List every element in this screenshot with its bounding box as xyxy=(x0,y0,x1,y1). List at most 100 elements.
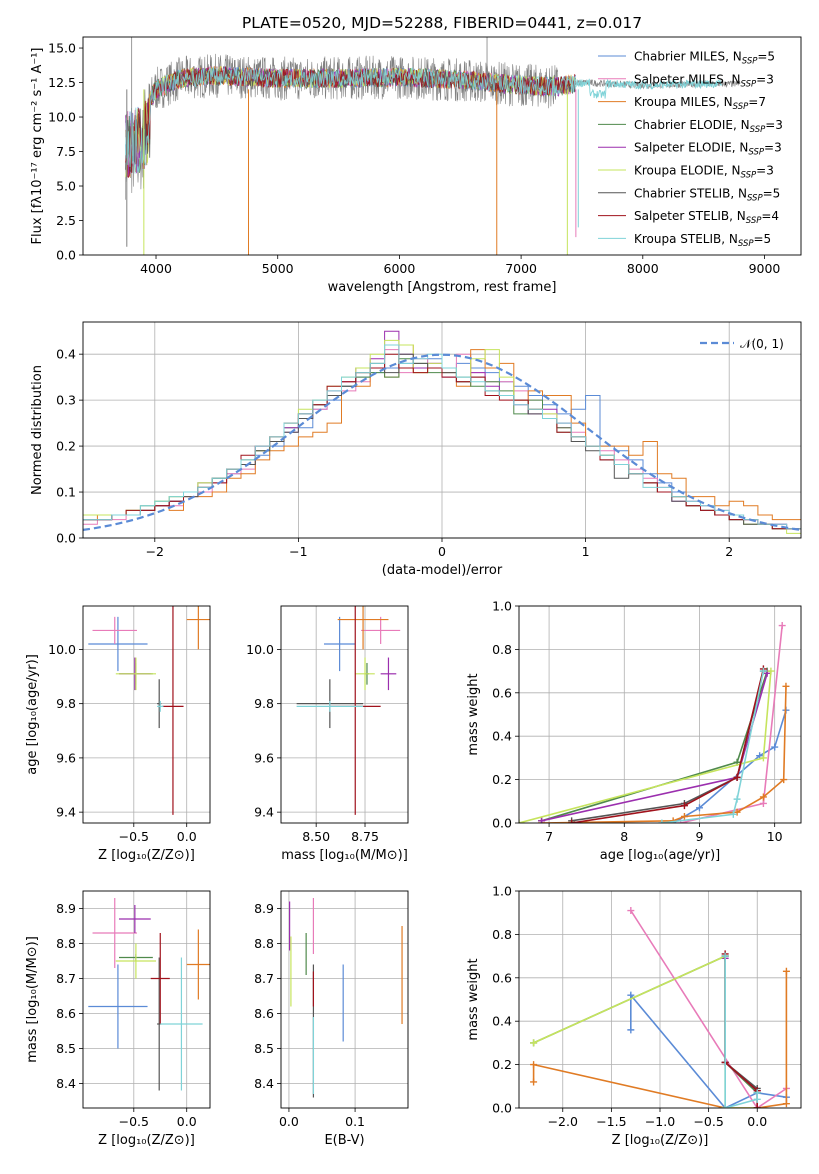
x-tick-label: 0 xyxy=(438,544,446,559)
y-tick-label: 0.2 xyxy=(492,1057,512,1072)
y-tick-label: 8.8 xyxy=(254,936,274,951)
weight-marker xyxy=(733,795,741,803)
weight-line-6 xyxy=(571,670,765,822)
weight-marker xyxy=(627,1026,635,1034)
x-axis-label: wavelength [Angstrom, rest frame] xyxy=(328,280,557,295)
x-tick-label: 8 xyxy=(620,829,628,844)
weight-line-7 xyxy=(571,668,765,823)
weight-marker xyxy=(756,752,764,760)
weight-marker xyxy=(729,810,737,818)
weight-marker xyxy=(767,667,775,675)
y-tick-label: 0.0 xyxy=(492,816,512,831)
legend-suffix: =3 xyxy=(756,72,774,86)
x-tick-label: −0.5 xyxy=(119,829,149,844)
plot-area-spectrum xyxy=(125,37,741,255)
weight-marker xyxy=(530,1078,538,1086)
weight-line-6 xyxy=(724,956,759,1108)
y-tick-label: 8.7 xyxy=(254,971,274,986)
axes-frame xyxy=(82,321,802,539)
y-tick-label: 8.6 xyxy=(254,1006,274,1021)
weight-line-5 xyxy=(533,954,758,1108)
x-tick-label: 2 xyxy=(725,544,733,559)
legend-label: Kroupa MILES, NSSP=7 xyxy=(634,95,766,112)
legend-suffix: =3 xyxy=(764,141,782,155)
legend-sub: SSP xyxy=(741,79,757,89)
y-tick-label: 8.9 xyxy=(56,901,76,916)
legend-suffix: =7 xyxy=(748,95,766,109)
weight-marker xyxy=(721,952,729,960)
x-tick-label: 7 xyxy=(545,829,553,844)
y-axis-label: Normed distribution xyxy=(30,365,45,495)
legend-suffix: =5 xyxy=(754,232,772,246)
x-tick-label: −0.5 xyxy=(119,1114,149,1129)
y-tick-label: 0.4 xyxy=(56,347,76,362)
axes-frame xyxy=(82,890,211,1109)
y-axis-label: mass weight xyxy=(466,673,481,755)
x-tick-label: 9 xyxy=(696,829,704,844)
x-tick-label: −1.0 xyxy=(645,1114,675,1129)
weight-marker xyxy=(695,804,703,812)
weight-marker xyxy=(530,1061,538,1069)
plot-area-age-vs-mass xyxy=(296,606,401,815)
y-tick-label: 1.0 xyxy=(492,884,512,899)
x-tick-label: 0.0 xyxy=(747,1114,767,1129)
y-tick-label: 0.2 xyxy=(56,439,76,454)
x-axis-label: age [log₁₀(age/yr)] xyxy=(600,848,721,863)
y-tick-label: 15.0 xyxy=(48,41,76,56)
legend-label: Chabrier STELIB, NSSP=5 xyxy=(634,186,780,203)
legend-label: 𝒩(0, 1) xyxy=(740,337,784,351)
y-tick-label: 9.8 xyxy=(254,696,274,711)
legend-sub: SSP xyxy=(742,57,758,67)
y-tick-label: 0.8 xyxy=(492,927,512,942)
axes-frame xyxy=(280,890,409,1109)
plot-area-mass-vs-Z xyxy=(88,898,210,1091)
y-tick-label: 2.5 xyxy=(56,213,76,228)
y-tick-label: 8.4 xyxy=(254,1076,274,1091)
weight-marker xyxy=(759,667,767,675)
weight-marker xyxy=(780,776,788,784)
y-tick-label: 8.7 xyxy=(56,971,76,986)
chart-title: PLATE=0520, MJD=52288, FIBERID=0441, z=0… xyxy=(242,14,642,32)
y-tick-label: 9.6 xyxy=(56,750,76,765)
legend-name: Salpeter MILES, N xyxy=(634,72,741,86)
weight-line-1 xyxy=(630,910,787,1108)
x-tick-label: 0.1 xyxy=(345,1114,365,1129)
y-tick-label: 9.4 xyxy=(56,805,76,820)
x-axis-label: Z [log₁₀(Z/Z⊙)] xyxy=(98,848,195,863)
y-tick-label: 0.2 xyxy=(492,772,512,787)
x-axis-label: Z [log₁₀(Z/Z⊙)] xyxy=(612,1133,709,1148)
x-tick-label: 6000 xyxy=(384,261,416,276)
legend-suffix: =4 xyxy=(761,209,779,223)
legend-suffix: =5 xyxy=(763,186,781,200)
x-axis-label: mass [log₁₀(M/M⊙)] xyxy=(281,848,408,863)
y-axis-label: Flux [fλ10⁻¹⁷ erg cm⁻² s⁻¹ A⁻¹] xyxy=(30,48,45,245)
legend-name: Kroupa MILES, N xyxy=(634,95,733,109)
x-tick-label: 4000 xyxy=(140,261,172,276)
x-tick-label: 8000 xyxy=(627,261,659,276)
y-tick-label: 9.6 xyxy=(254,750,274,765)
x-tick-label: 9000 xyxy=(749,261,781,276)
legend-sub: SSP xyxy=(741,171,757,181)
y-tick-label: 8.8 xyxy=(56,936,76,951)
legend-label: Salpeter STELIB, NSSP=4 xyxy=(634,209,779,226)
weight-line-2 xyxy=(541,686,787,823)
weight-marker xyxy=(753,1104,761,1108)
legend-name: Kroupa STELIB, N xyxy=(634,232,738,246)
y-tick-label: 12.5 xyxy=(48,75,76,90)
axes-frame xyxy=(82,36,802,256)
weight-marker xyxy=(721,1104,729,1108)
y-tick-label: 0.0 xyxy=(492,1101,512,1116)
weight-marker xyxy=(763,669,771,677)
x-tick-label: 5000 xyxy=(262,261,294,276)
x-tick-label: −1 xyxy=(289,544,307,559)
axes-frame xyxy=(82,605,211,824)
legend-label: Salpeter MILES, NSSP=3 xyxy=(634,72,774,89)
y-tick-label: 9.4 xyxy=(254,805,274,820)
gaussian-curve xyxy=(83,353,801,531)
plot-area-mass-weight-vs-age xyxy=(519,622,790,823)
x-tick-label: 10 xyxy=(767,829,783,844)
x-axis-label: (data-model)/error xyxy=(382,563,503,578)
y-tick-label: 0.6 xyxy=(492,970,512,985)
weight-marker xyxy=(759,754,767,762)
legend-label: Chabrier ELODIE, NSSP=3 xyxy=(634,118,783,135)
